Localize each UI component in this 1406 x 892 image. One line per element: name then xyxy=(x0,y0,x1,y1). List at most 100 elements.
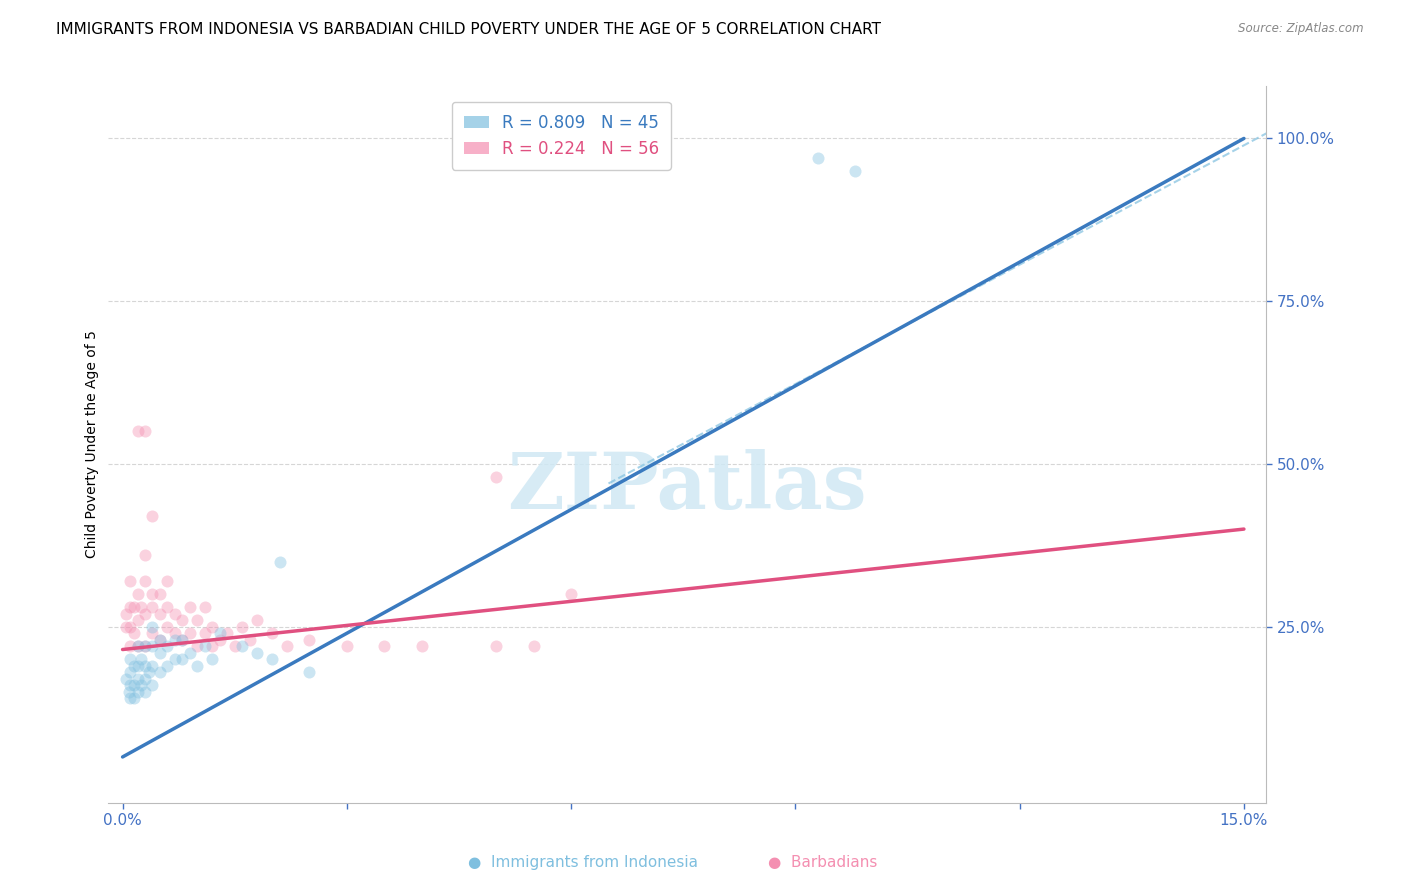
Point xyxy=(298,632,321,647)
Text: ●  Barbadians: ● Barbadians xyxy=(768,855,877,870)
Point xyxy=(120,600,142,615)
Point xyxy=(179,646,201,660)
Point xyxy=(523,640,546,654)
Point xyxy=(156,640,179,654)
Point xyxy=(134,640,156,654)
Point xyxy=(201,640,224,654)
Point xyxy=(224,640,246,654)
Point xyxy=(122,678,145,692)
Point xyxy=(186,613,208,627)
Point xyxy=(120,678,142,692)
Point xyxy=(186,640,208,654)
Text: ●  Immigrants from Indonesia: ● Immigrants from Indonesia xyxy=(468,855,699,870)
Point xyxy=(844,164,866,178)
Point xyxy=(141,587,163,601)
Point xyxy=(120,691,142,706)
Point xyxy=(298,665,321,680)
Point xyxy=(149,665,172,680)
Point xyxy=(163,626,186,640)
Point xyxy=(149,587,172,601)
Legend: R = 0.809   N = 45, R = 0.224   N = 56: R = 0.809 N = 45, R = 0.224 N = 56 xyxy=(451,102,671,169)
Point xyxy=(208,632,231,647)
Point xyxy=(186,658,208,673)
Point xyxy=(127,658,149,673)
Point xyxy=(134,685,156,699)
Point xyxy=(129,652,152,666)
Point xyxy=(134,672,156,686)
Point xyxy=(134,548,156,562)
Point xyxy=(163,632,186,647)
Point xyxy=(172,632,194,647)
Point xyxy=(134,574,156,589)
Text: Source: ZipAtlas.com: Source: ZipAtlas.com xyxy=(1239,22,1364,36)
Point xyxy=(141,620,163,634)
Point xyxy=(194,640,217,654)
Point xyxy=(127,672,149,686)
Point xyxy=(127,685,149,699)
Point xyxy=(141,678,163,692)
Point xyxy=(122,600,145,615)
Point xyxy=(134,425,156,439)
Point xyxy=(149,646,172,660)
Point xyxy=(115,672,138,686)
Y-axis label: Child Poverty Under the Age of 5: Child Poverty Under the Age of 5 xyxy=(86,331,100,558)
Point xyxy=(231,640,253,654)
Point xyxy=(120,652,142,666)
Point xyxy=(172,652,194,666)
Point xyxy=(336,640,359,654)
Point xyxy=(122,691,145,706)
Point xyxy=(149,632,172,647)
Point xyxy=(485,470,508,484)
Point xyxy=(127,613,149,627)
Point xyxy=(246,613,269,627)
Point xyxy=(115,607,138,621)
Point xyxy=(120,620,142,634)
Point xyxy=(246,646,269,660)
Text: IMMIGRANTS FROM INDONESIA VS BARBADIAN CHILD POVERTY UNDER THE AGE OF 5 CORRELAT: IMMIGRANTS FROM INDONESIA VS BARBADIAN C… xyxy=(56,22,882,37)
Point xyxy=(239,632,262,647)
Point xyxy=(560,587,582,601)
Point xyxy=(141,626,163,640)
Point xyxy=(138,665,160,680)
Point xyxy=(120,665,142,680)
Point xyxy=(217,626,239,640)
Point xyxy=(485,640,508,654)
Point xyxy=(163,607,186,621)
Point xyxy=(127,587,149,601)
Point xyxy=(807,151,830,165)
Point xyxy=(194,626,217,640)
Point xyxy=(201,620,224,634)
Point xyxy=(115,620,138,634)
Point xyxy=(127,640,149,654)
Point xyxy=(127,640,149,654)
Point xyxy=(156,600,179,615)
Point xyxy=(149,632,172,647)
Point xyxy=(156,658,179,673)
Point xyxy=(122,626,145,640)
Point xyxy=(411,640,433,654)
Point xyxy=(134,607,156,621)
Point xyxy=(231,620,253,634)
Point xyxy=(276,640,298,654)
Point xyxy=(262,626,284,640)
Point xyxy=(120,574,142,589)
Point xyxy=(120,640,142,654)
Point xyxy=(201,652,224,666)
Point xyxy=(134,640,156,654)
Point xyxy=(141,658,163,673)
Point xyxy=(172,613,194,627)
Point xyxy=(149,607,172,621)
Point xyxy=(373,640,395,654)
Point xyxy=(208,626,231,640)
Point xyxy=(141,640,163,654)
Point xyxy=(122,658,145,673)
Point xyxy=(141,509,163,524)
Point xyxy=(127,425,149,439)
Point xyxy=(156,620,179,634)
Point xyxy=(194,600,217,615)
Point xyxy=(179,600,201,615)
Point xyxy=(156,574,179,589)
Point xyxy=(134,658,156,673)
Point xyxy=(117,685,139,699)
Text: ZIPatlas: ZIPatlas xyxy=(508,450,868,525)
